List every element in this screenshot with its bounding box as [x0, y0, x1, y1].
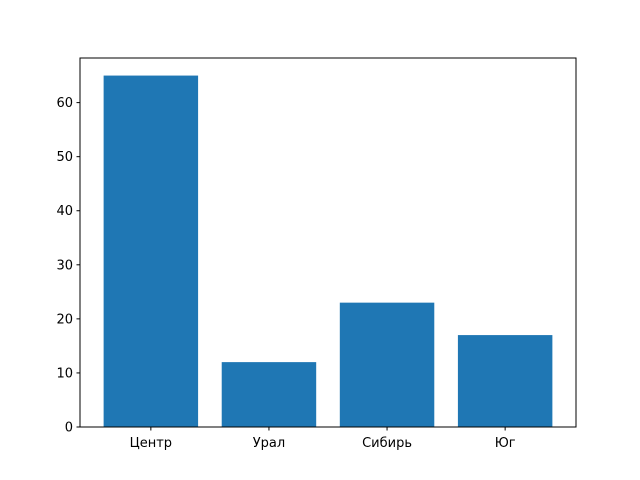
- y-tick-label: 30: [56, 258, 73, 273]
- bar-1: [221, 362, 317, 427]
- y-axis-ticks: 0 10 20 30 40 50 60: [56, 96, 80, 436]
- y-tick-label: 10: [56, 366, 73, 381]
- bar-3: [457, 335, 553, 427]
- bar-2: [339, 302, 435, 427]
- x-tick-label: Урал: [253, 436, 285, 451]
- x-axis-ticks: Центр Урал Сибирь Юг: [130, 427, 516, 451]
- y-tick-label: 40: [56, 204, 73, 219]
- y-tick-label: 0: [65, 421, 73, 436]
- x-tick-label: Юг: [495, 436, 516, 451]
- bar-0: [103, 75, 199, 428]
- x-tick-label: Сибирь: [362, 436, 412, 451]
- bars: [103, 75, 553, 428]
- y-tick-label: 50: [56, 150, 73, 165]
- x-tick-label: Центр: [130, 436, 172, 451]
- y-tick-label: 60: [56, 96, 73, 111]
- axes-frame: [79, 57, 577, 428]
- y-tick-label: 20: [56, 312, 73, 327]
